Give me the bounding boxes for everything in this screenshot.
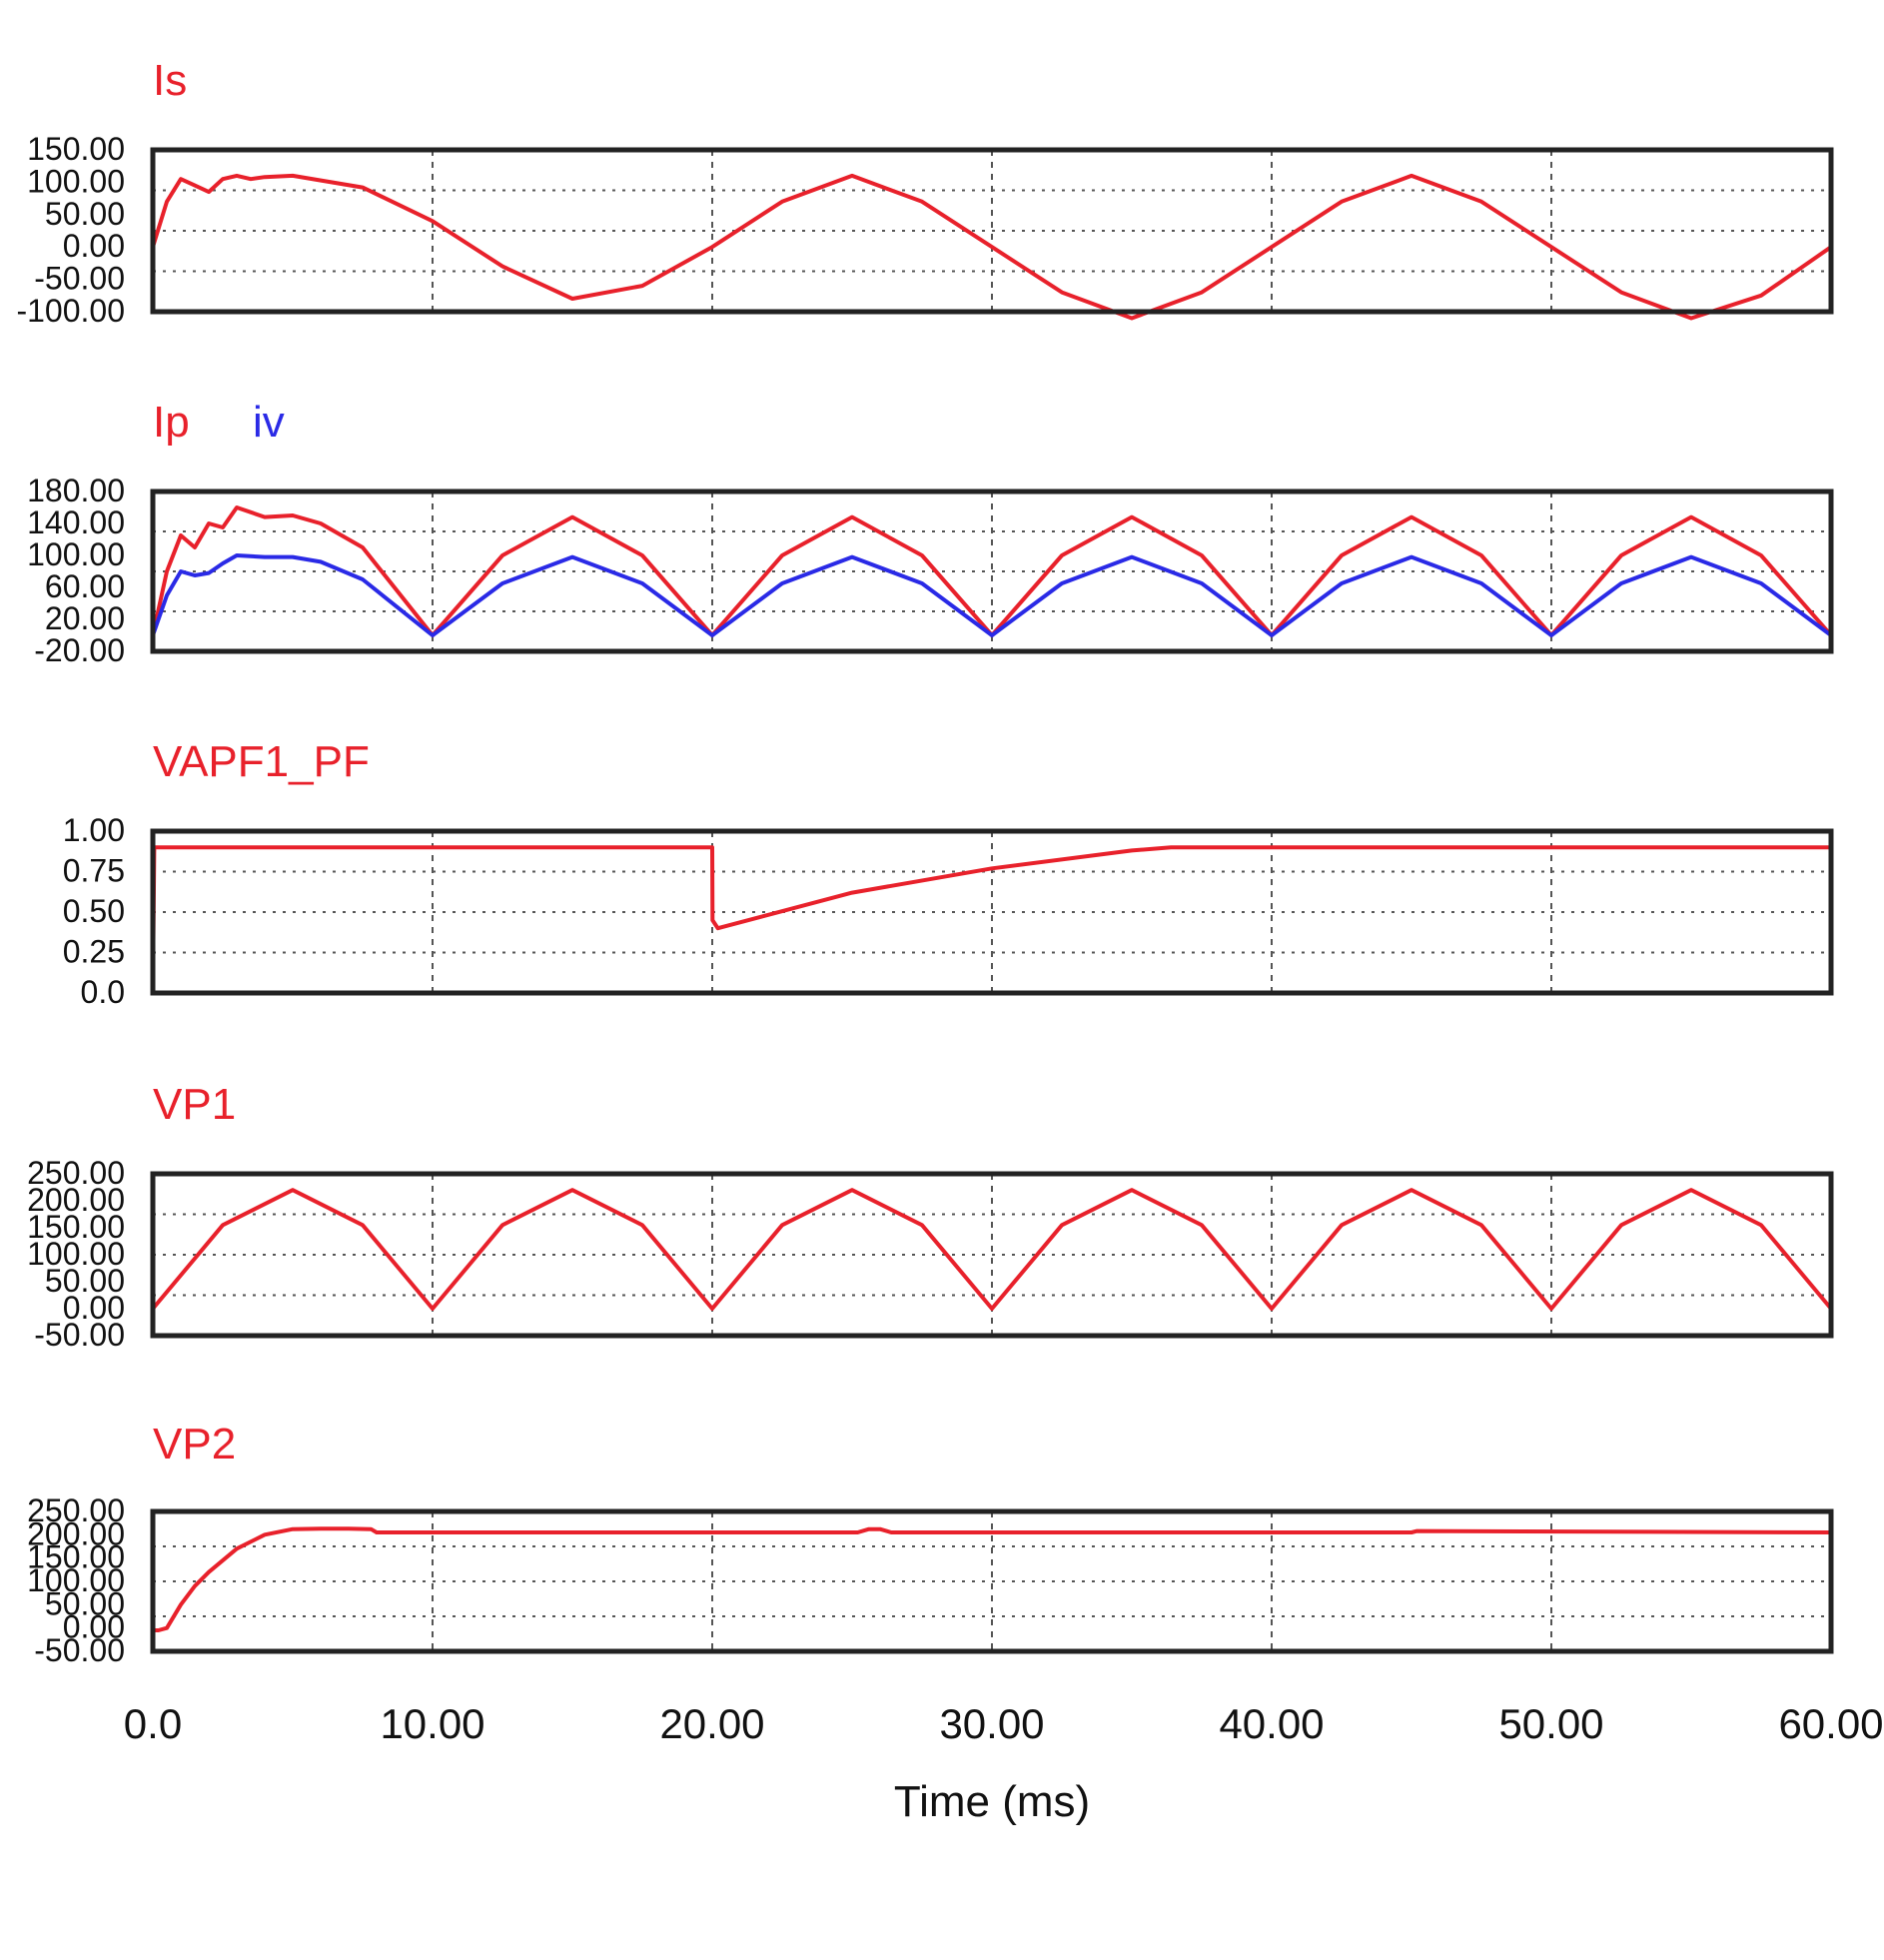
series-line-ip: [151, 505, 1833, 637]
y-tick-label: 140.00: [27, 504, 125, 540]
x-tick-label: 10.00: [380, 1700, 484, 1747]
y-tick-label: 250.00: [27, 1155, 125, 1191]
series-title: Ip: [153, 398, 190, 447]
y-tick-label: 50.00: [45, 196, 125, 232]
series-line-vp1: [151, 1188, 1833, 1311]
series-title: VP1: [153, 1080, 236, 1129]
y-tick-label: 100.00: [27, 1562, 125, 1598]
y-tick-label: 0.25: [63, 934, 125, 970]
plot-frame: [150, 147, 1834, 315]
y-tick-label: 0.00: [63, 1609, 125, 1645]
panel-5: VP2 -50.000.0050.00100.00150.00200.00250.…: [27, 1420, 1834, 1668]
y-tick-label: 100.00: [27, 163, 125, 199]
y-tick-label: 0.50: [63, 893, 125, 929]
y-tick-label: 60.00: [45, 568, 125, 604]
x-axis-label: Time (ms): [894, 1777, 1090, 1826]
y-tick-label: 0.0: [81, 974, 125, 1010]
plot-frame: [150, 489, 1834, 654]
series-line-iv: [151, 553, 1833, 637]
plot-frame: [150, 828, 1834, 996]
series-line-vp2: [153, 1526, 1832, 1632]
plot-frame: [150, 1508, 1834, 1654]
y-tick-label: 20.00: [45, 600, 125, 636]
series-line-vapf1-pf: [151, 845, 1831, 994]
x-tick-label: 40.00: [1219, 1700, 1324, 1747]
y-tick-label: -50.00: [34, 1632, 125, 1668]
y-tick-label: 100.00: [27, 1236, 125, 1272]
y-tick-label: 150.00: [27, 1209, 125, 1245]
series-line-is: [151, 173, 1833, 321]
series-title: iv: [253, 398, 285, 447]
y-tick-label: 0.00: [63, 1290, 125, 1326]
y-tick-label: 0.00: [63, 228, 125, 264]
y-tick-label: 150.00: [27, 1539, 125, 1575]
series-title: VP2: [153, 1420, 236, 1469]
x-tick-label: 0.0: [124, 1700, 182, 1747]
x-tick-label: 50.00: [1498, 1700, 1603, 1747]
y-tick-label: -20.00: [34, 632, 125, 668]
y-tick-label: 50.00: [45, 1263, 125, 1299]
y-tick-label: 180.00: [27, 473, 125, 508]
x-tick-label: 60.00: [1778, 1700, 1883, 1747]
y-tick-label: -50.00: [34, 1317, 125, 1353]
y-tick-label: 150.00: [27, 131, 125, 167]
y-tick-label: 0.75: [63, 853, 125, 889]
series-title: Is: [153, 56, 187, 105]
y-tick-label: 200.00: [27, 1182, 125, 1218]
x-axis: 0.0 10.00 20.00 30.00 40.00 50.00 60.00 Time (m…: [124, 1700, 1884, 1826]
y-tick-label: 100.00: [27, 536, 125, 572]
x-tick-label: 30.00: [939, 1700, 1044, 1747]
y-tick-label: -50.00: [34, 261, 125, 297]
y-tick-label: -100.00: [16, 293, 125, 329]
y-tick-label: 250.00: [27, 1492, 125, 1528]
y-tick-label: 200.00: [27, 1515, 125, 1551]
y-tick-label: 50.00: [45, 1585, 125, 1621]
x-tick-label: 20.00: [659, 1700, 764, 1747]
series-title: VAPF1_PF: [153, 737, 370, 786]
y-tick-label: 1.00: [63, 812, 125, 848]
panel-4: VP1 -50.000.0050.00100.00150.00200.00250.…: [27, 1080, 1834, 1353]
panel-3: VAPF1_PF 0.0 0.25 0.50 0.75 1.00: [63, 737, 1834, 1010]
plot-frame: [150, 1171, 1834, 1339]
